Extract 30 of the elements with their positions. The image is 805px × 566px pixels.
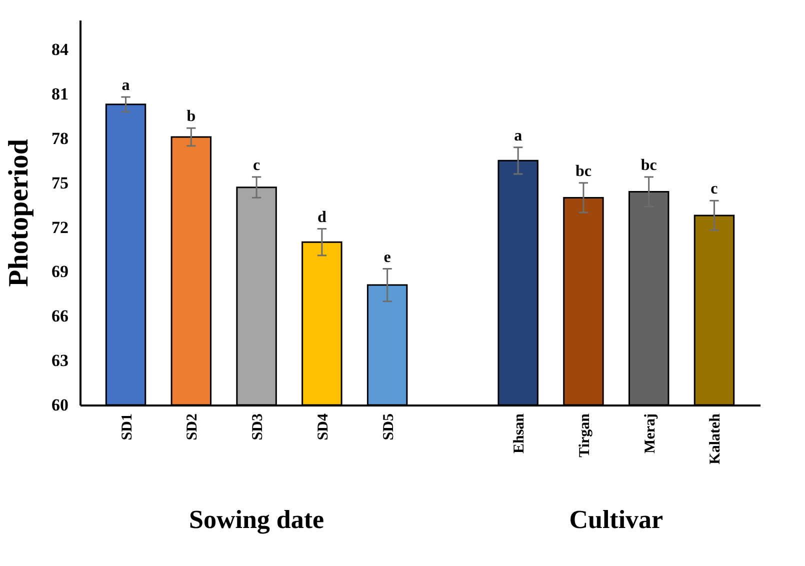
data-label: c <box>710 180 718 198</box>
x-tick-label: Meraj <box>642 413 658 454</box>
y-tick-label: 78 <box>52 128 68 148</box>
y-axis-title: Photoperiod <box>4 138 34 287</box>
x-tick-label: Ehsan <box>512 412 528 454</box>
y-tick-label: 72 <box>52 218 68 237</box>
data-label: d <box>317 208 326 226</box>
data-label: a <box>122 77 130 94</box>
text: Cultivar <box>569 505 664 534</box>
x-tick-label: SD3 <box>250 414 266 440</box>
y-tick-label: 66 <box>52 306 68 326</box>
x-tick-label: SD1 <box>119 414 136 440</box>
y-tick-label: 81 <box>52 84 68 104</box>
data-label: a <box>514 127 522 144</box>
data-label: e <box>384 248 391 266</box>
data-label: b <box>186 108 196 126</box>
y-tick-label: 75 <box>52 173 68 192</box>
x-tick-label: SD5 <box>380 414 397 440</box>
y-tick-label: 84 <box>52 40 69 60</box>
x-tick-label: Kalateh <box>708 412 724 464</box>
y-tick-label: 69 <box>52 262 68 282</box>
data-label: bc <box>640 156 657 174</box>
text: Sowing date <box>189 505 324 534</box>
data-label: bc <box>575 162 592 180</box>
y-tick-label: 60 <box>52 396 68 414</box>
data-label: c <box>252 156 260 174</box>
x-tick-label: SD2 <box>184 414 201 440</box>
y-tick-label: 63 <box>52 351 68 370</box>
x-tick-label: SD4 <box>315 413 332 440</box>
x-tick-label: Tirgan <box>576 412 593 458</box>
